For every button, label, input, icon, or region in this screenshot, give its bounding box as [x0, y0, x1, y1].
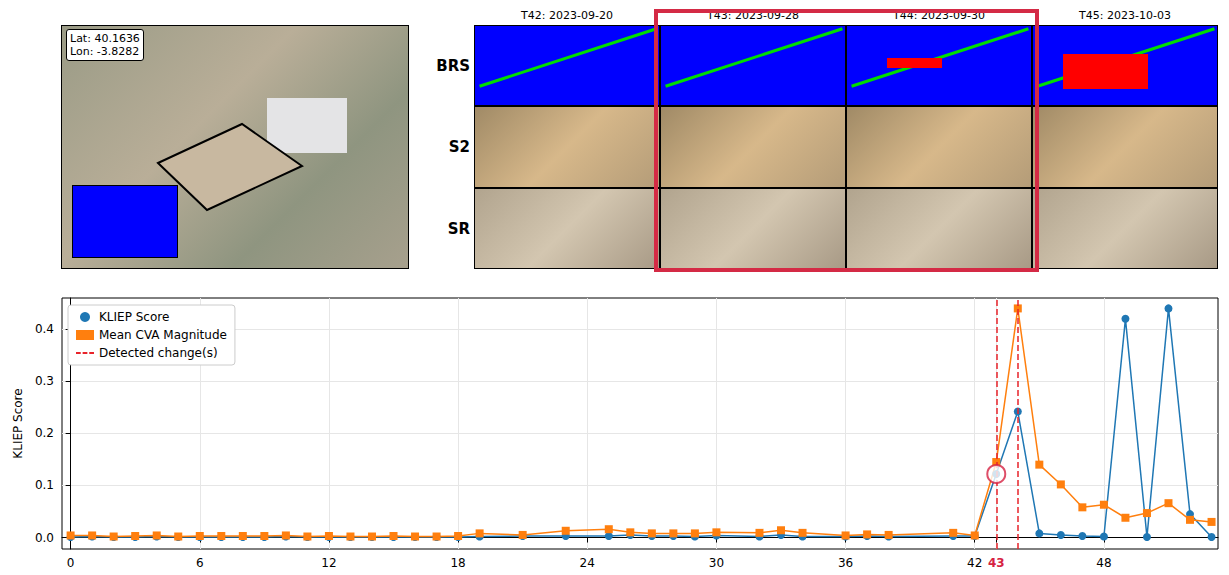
svg-text:6: 6	[196, 556, 204, 570]
html-text:T42: 2023-09-20: T42: 2023-09-20	[521, 9, 613, 22]
svg-text:12: 12	[321, 556, 336, 570]
svg-text:0.1: 0.1	[35, 478, 54, 492]
svg-text:0.3: 0.3	[35, 374, 54, 388]
svg-text:Mean CVA Magnitude: Mean CVA Magnitude	[99, 328, 227, 342]
svg-text:KLIEP Score: KLIEP Score	[99, 310, 169, 324]
html-text:Lon: -3.8282: Lon: -3.8282	[70, 45, 140, 58]
svg-text:0.4: 0.4	[35, 322, 54, 336]
html-text:T43: 2023-09-28: T43: 2023-09-28	[707, 9, 799, 22]
html-text:S2: S2	[448, 138, 470, 156]
svg-text:0: 0	[67, 556, 75, 570]
svg-text:0.0: 0.0	[35, 531, 54, 545]
svg-text:30: 30	[709, 556, 724, 570]
svg-text:24: 24	[580, 556, 595, 570]
svg-text:42: 42	[967, 556, 982, 570]
html-text:BRS: BRS	[436, 56, 470, 75]
svg-text:Detected change(s): Detected change(s)	[99, 346, 218, 360]
html-text:Lat: 40.1636: Lat: 40.1636	[70, 32, 140, 45]
svg-text:18: 18	[450, 556, 465, 570]
svg-text:KLIEP Score: KLIEP Score	[11, 388, 25, 458]
html-text:SR: SR	[447, 219, 470, 238]
svg-text:0.2: 0.2	[35, 426, 54, 440]
html-text:T45: 2023-10-03: T45: 2023-10-03	[1079, 9, 1171, 22]
html-text:T44: 2023-09-30: T44: 2023-09-30	[893, 9, 985, 22]
svg-text:36: 36	[838, 556, 853, 570]
svg-text:48: 48	[1096, 556, 1111, 570]
svg-text:43: 43	[988, 556, 1005, 570]
